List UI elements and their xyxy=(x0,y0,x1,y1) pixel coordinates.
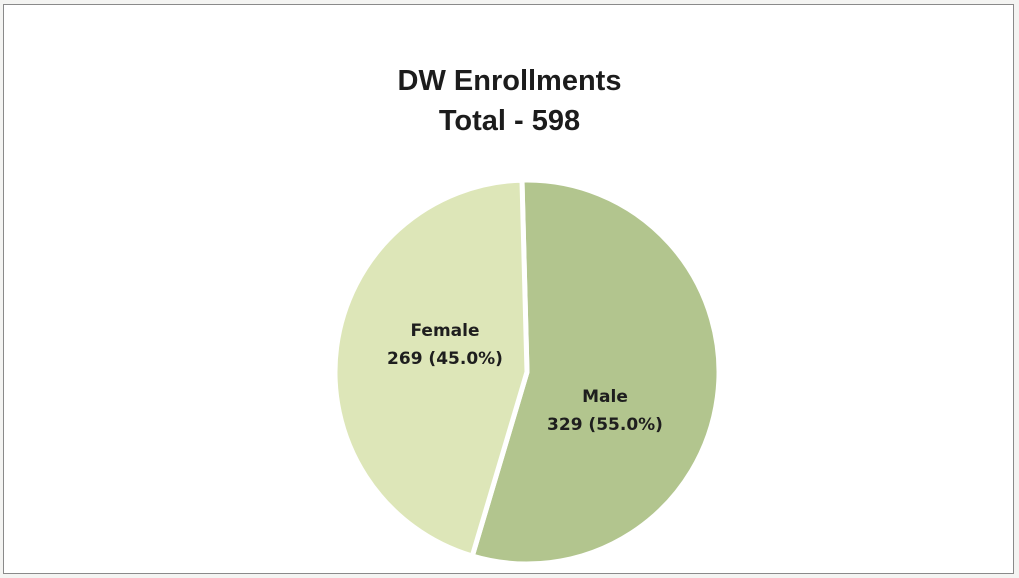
pie-labels: Male 329 (55.0%) Female 269 (45.0%) xyxy=(387,321,663,435)
pie-slices xyxy=(332,177,722,567)
chart-title-line-1: DW Enrollments xyxy=(397,65,622,97)
pie-slice-female xyxy=(332,177,530,559)
slice-label-female-name: Female xyxy=(411,321,480,341)
slice-label-male-name: Male xyxy=(582,387,628,407)
pie-slice-male xyxy=(469,177,722,567)
chart-title-line-2: Total - 598 xyxy=(438,105,581,137)
slice-label-male-value: 329 (55.0%) xyxy=(547,415,663,435)
slice-label-female-value: 269 (45.0%) xyxy=(387,349,503,369)
